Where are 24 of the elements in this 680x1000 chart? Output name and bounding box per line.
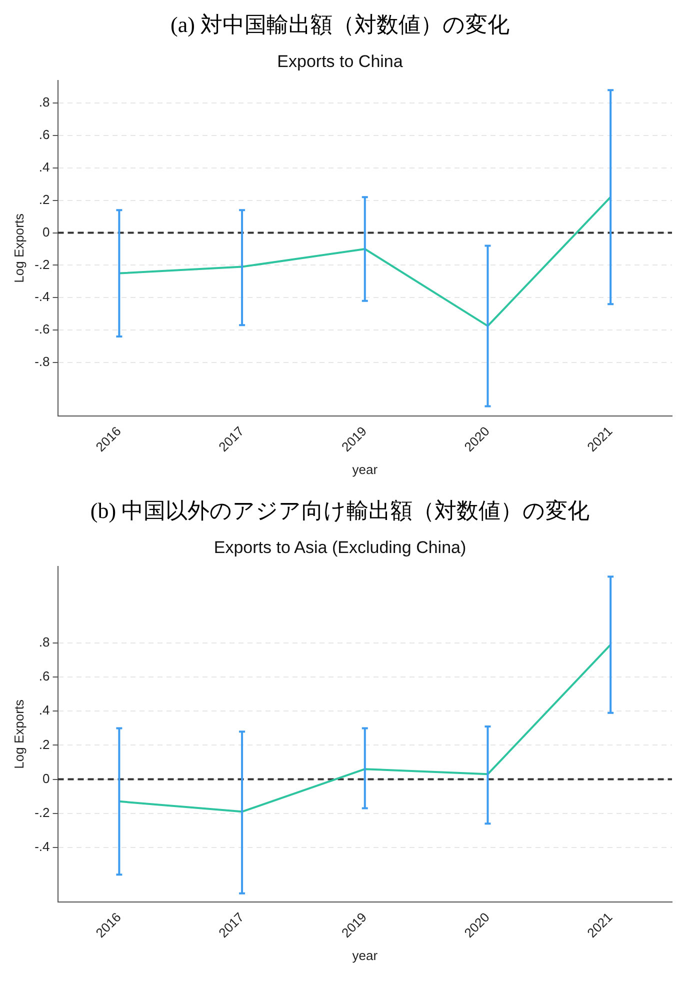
x-axis-title: year: [352, 948, 378, 963]
y-tick-label: -.2: [34, 256, 50, 272]
chart-title: (a) 対中国輸出額（対数値）の変化: [170, 11, 510, 39]
chart-title: (b) 中国以外のアジア向け輸出額（対数値）の変化: [89, 497, 591, 525]
y-tick-label: -.6: [34, 322, 50, 337]
y-tick-label: -.8: [34, 354, 50, 370]
y-tick-label: 0: [42, 770, 50, 786]
y-tick-label: .2: [38, 192, 50, 207]
y-tick-label: .2: [38, 736, 50, 752]
y-tick-label: .4: [38, 702, 50, 718]
y-tick-label: .8: [38, 94, 50, 110]
y-tick-label: .6: [38, 127, 50, 142]
chart-subtitle: Exports to Asia (Excluding China): [214, 538, 466, 557]
y-tick-label: -.4: [34, 289, 50, 304]
y-tick-label: .6: [38, 668, 50, 684]
y-axis-title: Log Exports: [11, 212, 26, 283]
y-tick-label: -.2: [34, 804, 50, 820]
y-tick-label: 0: [42, 224, 50, 240]
y-tick-label: -.4: [34, 838, 50, 854]
y-axis-title: Log Exports: [11, 698, 26, 769]
y-tick-label: .4: [38, 160, 50, 175]
y-tick-label: .8: [38, 634, 50, 650]
x-axis-title: year: [352, 462, 378, 477]
chart-subtitle: Exports to China: [277, 52, 404, 71]
